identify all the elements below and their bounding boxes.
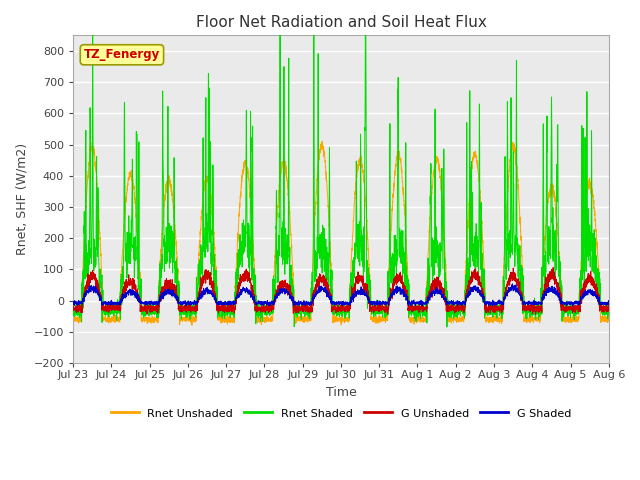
Y-axis label: Rnet, SHF (W/m2): Rnet, SHF (W/m2): [15, 143, 28, 255]
Title: Floor Net Radiation and Soil Heat Flux: Floor Net Radiation and Soil Heat Flux: [195, 15, 486, 30]
Text: TZ_Fenergy: TZ_Fenergy: [84, 48, 160, 61]
X-axis label: Time: Time: [326, 385, 356, 398]
Legend: Rnet Unshaded, Rnet Shaded, G Unshaded, G Shaded: Rnet Unshaded, Rnet Shaded, G Unshaded, …: [106, 403, 575, 423]
